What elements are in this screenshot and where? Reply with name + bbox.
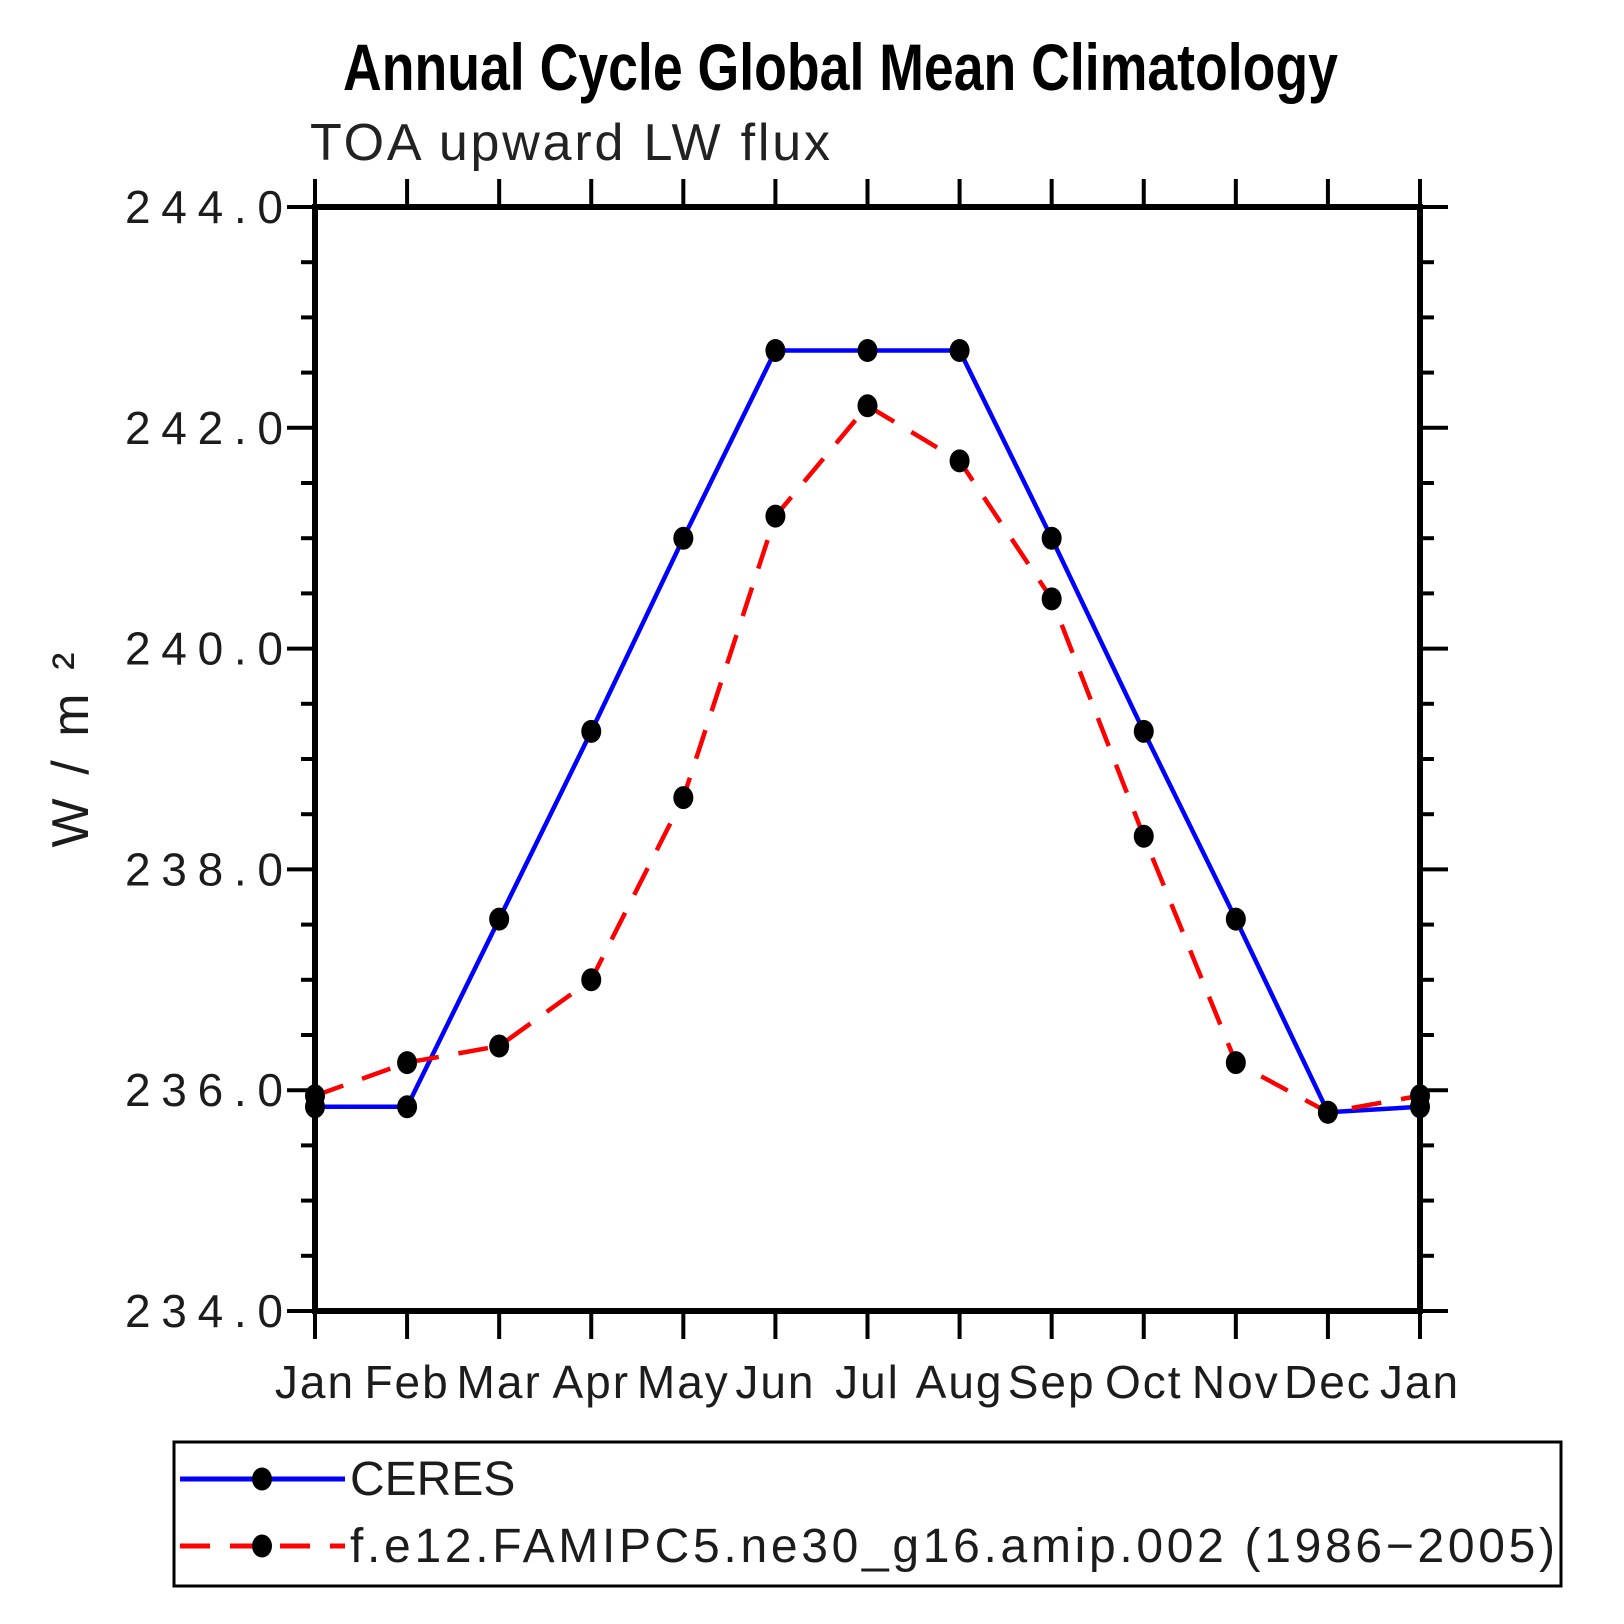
- legend-entry-ceres: CERES: [180, 1453, 515, 1506]
- x-tick-label: Nov: [1192, 1356, 1280, 1408]
- data-point-marker: [1410, 1084, 1430, 1108]
- data-point-marker: [581, 968, 602, 992]
- x-tick-label: Dec: [1284, 1356, 1372, 1408]
- data-point-marker: [581, 719, 602, 743]
- data-point-marker: [1041, 587, 1062, 611]
- x-tick-label: May: [637, 1356, 730, 1408]
- data-point-marker: [489, 1034, 510, 1058]
- axis-tick-labels: Jan Feb Mar Apr May Jun Jul Aug Sep Oct Nov Dec Jan2…: [125, 181, 1460, 1408]
- x-tick-label: Apr: [552, 1356, 630, 1408]
- data-point-marker: [857, 339, 878, 363]
- data-point-marker: [397, 1051, 418, 1075]
- data-point-marker: [949, 449, 970, 473]
- data-point-marker: [1133, 824, 1154, 848]
- data-series: [305, 339, 1430, 1124]
- y-axis-title: W/m²: [42, 653, 100, 848]
- x-tick-label: Feb: [364, 1356, 449, 1408]
- data-point-marker: [765, 504, 786, 528]
- chart-subtitle: TOA upward LW flux: [310, 114, 830, 172]
- x-tick-label: Aug: [916, 1356, 1004, 1408]
- legend-marker-icon: [252, 1534, 272, 1558]
- y-tick-label: 242.0: [125, 402, 283, 454]
- data-point-marker: [1225, 1051, 1246, 1075]
- y-tick-label: 236.0: [125, 1064, 283, 1116]
- legend-label-model: f.e12.FAMIPC5.ne30_g16.amip.002 (1986−20…: [350, 1520, 1555, 1573]
- x-tick-label: Jan: [275, 1356, 355, 1408]
- data-point-marker: [673, 786, 694, 810]
- y-tick-label: 234.0: [125, 1285, 283, 1337]
- data-point-marker: [305, 1084, 325, 1108]
- y-tick-label: 240.0: [125, 623, 283, 675]
- data-point-marker: [489, 907, 510, 931]
- x-tick-label: Mar: [457, 1356, 542, 1408]
- series-line-0: [315, 348, 1421, 1115]
- legend-border: [172, 1440, 1563, 1588]
- y-tick-label: 244.0: [125, 181, 283, 233]
- data-point-marker: [949, 339, 970, 363]
- x-tick-label: Jul: [835, 1356, 900, 1408]
- data-point-marker: [397, 1095, 418, 1119]
- data-point-marker: [857, 394, 878, 418]
- legend-box: CERES f.e12.FAMIPC5.ne30_g16.amip.002 (1…: [172, 1440, 1563, 1588]
- legend-marker-icon: [252, 1467, 272, 1491]
- data-point-marker: [673, 526, 694, 550]
- x-tick-label: Jan: [1380, 1356, 1460, 1408]
- data-point-marker: [1133, 719, 1154, 743]
- plot-frame: [312, 204, 1423, 1314]
- x-tick-label: Sep: [1008, 1356, 1096, 1408]
- chart-title: Annual Cycle Global Mean Climatology: [343, 30, 1338, 104]
- x-tick-label: Oct: [1105, 1356, 1183, 1408]
- data-point-marker: [1225, 907, 1246, 931]
- x-tick-label: Jun: [735, 1356, 815, 1408]
- data-point-marker: [1317, 1100, 1338, 1124]
- data-point-marker: [1041, 526, 1062, 550]
- y-tick-label: 238.0: [125, 843, 283, 895]
- data-point-marker: [765, 339, 786, 363]
- legend-label-ceres: CERES: [350, 1453, 515, 1506]
- series-line-1: [314, 403, 1421, 1115]
- legend-entry-model: f.e12.FAMIPC5.ne30_g16.amip.002 (1986−20…: [180, 1520, 1555, 1573]
